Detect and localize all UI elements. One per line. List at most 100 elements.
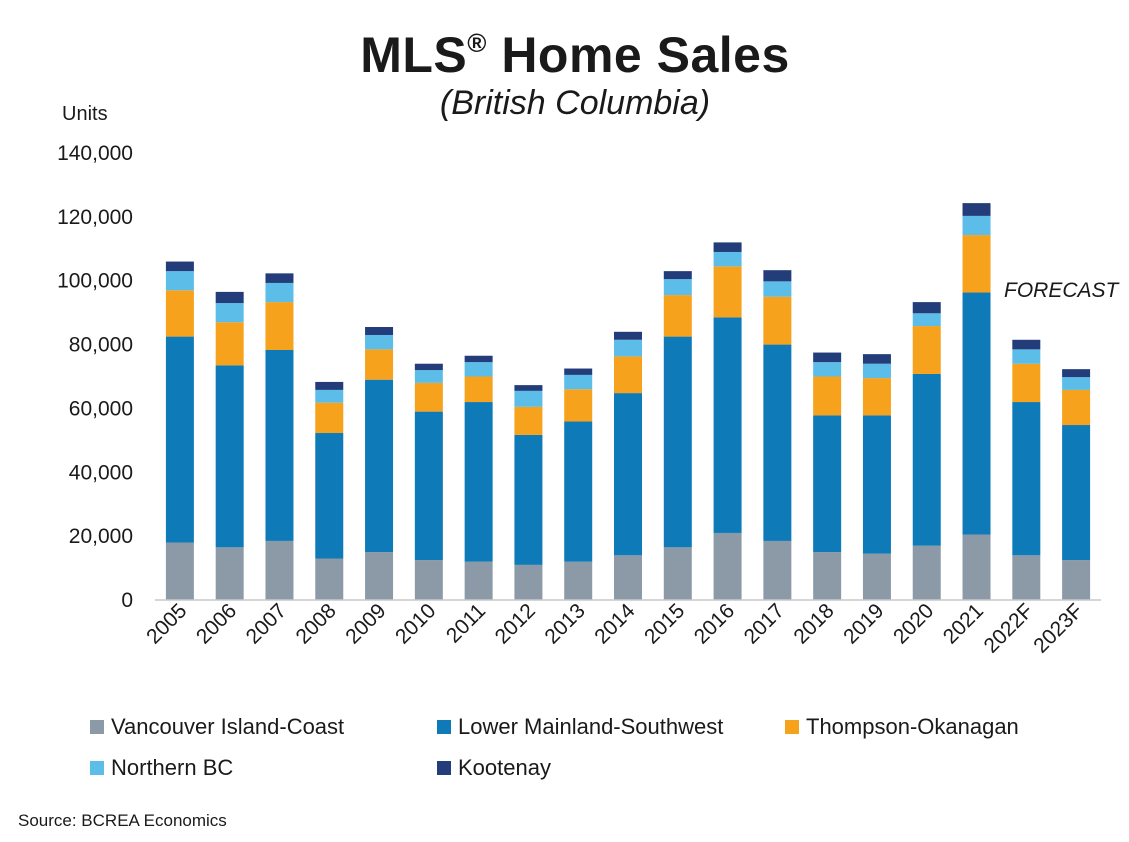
bar-segment xyxy=(713,266,742,318)
chart-subtitle: (British Columbia) xyxy=(439,84,711,122)
bar-segment xyxy=(564,421,593,562)
bar-segment xyxy=(763,281,792,297)
legend-item: Lower Mainland-Southwest xyxy=(437,714,723,740)
bar-segment xyxy=(414,411,443,561)
bar-segment xyxy=(514,434,543,565)
bar-segment xyxy=(315,433,344,559)
bar-stack xyxy=(215,291,244,600)
bar-segment xyxy=(514,390,543,407)
bar-segment xyxy=(514,406,543,435)
bar-segment xyxy=(813,552,842,600)
x-tick-label: 2012 xyxy=(491,599,540,648)
bar-segment xyxy=(713,532,742,600)
bar-segment xyxy=(962,215,991,236)
x-tick-label: 2016 xyxy=(690,599,739,648)
bar-segment xyxy=(215,303,244,323)
bar-groups xyxy=(165,203,1091,600)
bar-segment xyxy=(614,331,642,340)
bar-stack xyxy=(813,352,842,600)
registered-mark: ® xyxy=(467,28,487,58)
x-tick-label: 2015 xyxy=(640,599,689,648)
bar-segment xyxy=(165,261,194,272)
y-tick-label: 80,000 xyxy=(69,334,133,357)
legend-swatch xyxy=(90,720,104,734)
bar-segment xyxy=(713,251,742,267)
x-tick-label: 2020 xyxy=(889,599,938,648)
bar-segment xyxy=(215,291,244,304)
y-tick-label: 100,000 xyxy=(57,270,133,293)
bar-stack xyxy=(614,331,642,600)
bar-segment xyxy=(763,344,792,541)
bar-segment xyxy=(713,242,742,252)
bar-segment xyxy=(564,368,593,375)
bar-segment xyxy=(862,553,891,600)
x-tick-label: 2011 xyxy=(442,599,490,647)
title-text: MLS xyxy=(360,27,468,83)
y-tick-label: 60,000 xyxy=(69,397,133,420)
bar-segment xyxy=(464,561,493,600)
bar-segment xyxy=(1012,555,1041,600)
bar-segment xyxy=(813,376,842,416)
bar-segment xyxy=(564,374,593,390)
bar-segment xyxy=(1062,425,1091,561)
legend-swatch xyxy=(437,720,451,734)
x-tick-label: 2013 xyxy=(540,599,589,648)
bar-segment xyxy=(464,376,493,403)
legend-swatch xyxy=(90,761,104,775)
bar-segment xyxy=(365,379,394,553)
x-tick-label: 2022F xyxy=(979,599,1037,657)
x-axis-ticks: 2005 2006 2007 2008 2009 2010 2011 2012 2013 2014… xyxy=(142,599,1088,658)
x-tick-label: 2005 xyxy=(142,599,191,648)
bar-segment xyxy=(464,402,493,562)
bar-segment xyxy=(862,378,891,416)
bar-stack xyxy=(713,242,742,600)
bar-segment xyxy=(1062,560,1091,600)
bar-segment xyxy=(614,555,642,600)
x-tick-label: 2014 xyxy=(590,599,640,649)
title-rest-text: Home Sales xyxy=(501,27,790,83)
bar-stack xyxy=(912,302,941,600)
bar-segment xyxy=(962,292,991,535)
y-axis-ticks: 0 20,000 40,000 60,000 80,000 100,000 120,000 1… xyxy=(57,142,133,612)
bar-segment xyxy=(614,356,642,394)
bar-segment xyxy=(962,235,991,293)
bar-segment xyxy=(365,334,394,350)
bar-segment xyxy=(912,302,941,314)
bar-segment xyxy=(414,363,443,371)
x-tick-label: 2008 xyxy=(292,599,341,648)
bar-segment xyxy=(165,290,194,337)
source-note: Source: BCREA Economics xyxy=(18,811,227,830)
bar-segment xyxy=(514,564,543,600)
y-tick-label: 20,000 xyxy=(69,525,133,548)
y-tick-label: 140,000 xyxy=(57,142,133,165)
legend-label: Thompson-Okanagan xyxy=(806,714,1019,739)
bar-stack xyxy=(165,261,194,600)
bar-segment xyxy=(663,279,692,296)
x-tick-label: 2007 xyxy=(242,599,291,648)
legend-label: Vancouver Island-Coast xyxy=(111,714,345,739)
bar-stack xyxy=(365,327,394,600)
bar-segment xyxy=(912,313,941,327)
bar-segment xyxy=(165,271,194,291)
bar-segment xyxy=(315,381,344,390)
legend-item: Northern BC xyxy=(90,755,233,781)
y-tick-label: 0 xyxy=(121,589,133,612)
bar-segment xyxy=(215,547,244,600)
bar-segment xyxy=(813,362,842,377)
y-tick-label: 120,000 xyxy=(57,206,133,229)
bar-segment xyxy=(564,561,593,600)
bar-segment xyxy=(564,389,593,422)
bar-segment xyxy=(713,317,742,533)
bar-segment xyxy=(763,540,792,600)
x-tick-label: 2019 xyxy=(839,599,888,648)
bar-stack xyxy=(663,271,692,600)
bar-stack xyxy=(564,368,593,600)
legend-label: Lower Mainland-Southwest xyxy=(458,714,724,739)
legend-item: Kootenay xyxy=(437,755,551,781)
bar-stack xyxy=(514,385,543,600)
bar-segment xyxy=(912,326,941,374)
bar-segment xyxy=(165,336,194,543)
y-axis-label: Units xyxy=(62,103,108,125)
bar-segment xyxy=(315,402,344,434)
